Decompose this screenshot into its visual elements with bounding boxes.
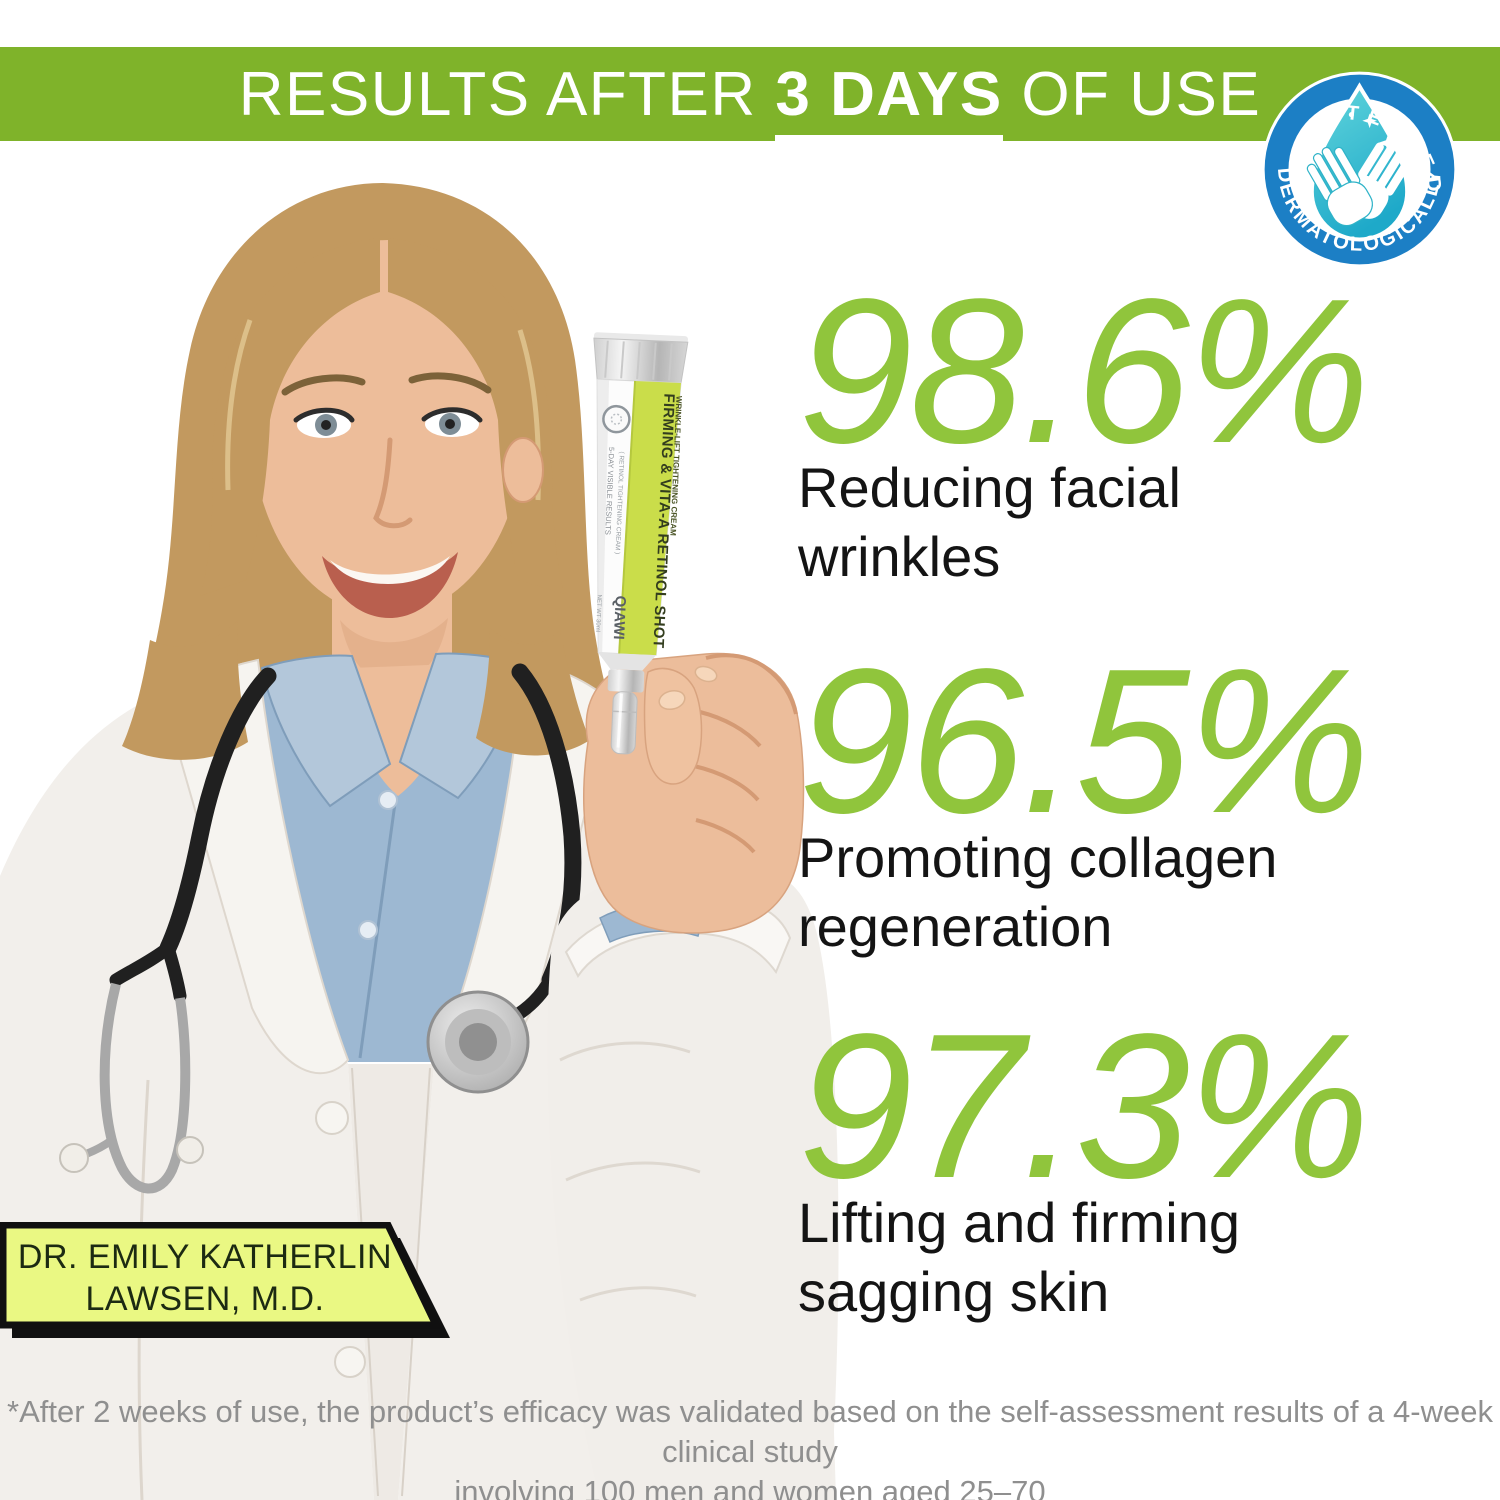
tube-stripe (619, 380, 682, 656)
ear-tip (59, 1143, 89, 1173)
tube-logo-icon (602, 404, 631, 434)
tube-small-text: 5-DAY VISIBLE RESULTS (603, 447, 616, 535)
eyebrow-left (281, 374, 366, 396)
coat-button (334, 1346, 366, 1378)
stat-label: Promoting collagen regeneration (798, 826, 1278, 958)
ear-tip (176, 1136, 204, 1164)
shirt-button (378, 790, 398, 810)
thumb-nail (658, 689, 686, 711)
doctor-name-plate: DR. EMILY KATHERLIN LAWSEN, M.D. (0, 1222, 450, 1338)
stat-value: 98.6% (798, 256, 1370, 486)
product-tube: FIRMING & VITA-A RETINOL SHOT WRINKLE-LI… (593, 332, 689, 755)
doctor-name-line1: DR. EMILY KATHERLIN (18, 1238, 392, 1276)
shirt (240, 652, 542, 1062)
sparkle-icon (1348, 112, 1401, 155)
teeth (330, 556, 450, 584)
hair-tip-left (122, 620, 248, 760)
title-highlight: 3 DAYS (775, 59, 1003, 141)
stat-lifting: 97.3% Lifting and firming sagging skin (798, 991, 1370, 1326)
stat-wrinkles: 98.6% Reducing facial wrinkles (798, 256, 1370, 591)
stat-value: 97.3% (798, 991, 1370, 1221)
dermatologically-tested-badge: DERMATOLOGICALLY TESTED (1261, 71, 1458, 268)
plate-face (0, 1222, 442, 1329)
coat-button (315, 1101, 349, 1135)
doctor-name-line2: LAWSEN, M.D. (86, 1280, 325, 1318)
stat-label: Reducing facial wrinkles (798, 456, 1181, 588)
mouth (322, 552, 458, 618)
shirt-button (358, 920, 378, 940)
tube-paren-text: ( RETINOL TIGHTENING CREAM ) (613, 451, 624, 554)
hair-front-right (388, 238, 564, 594)
nose (373, 437, 413, 529)
collar-left (260, 654, 392, 808)
disclaimer: *After 2 weeks of use, the product’s eff… (0, 1392, 1500, 1500)
finger-nail (694, 665, 718, 683)
eyebrow-right (408, 372, 492, 394)
tube-net-text: NET WT 30ml (594, 594, 602, 632)
tube-nozzle-tip (610, 691, 638, 755)
page-title: RESULTS AFTER 3 DAYS OF USE (238, 59, 1262, 141)
tube-nozzle-collar (607, 669, 645, 693)
thumb (643, 667, 703, 785)
disclaimer-line1: *After 2 weeks of use, the product’s eff… (7, 1394, 1493, 1469)
hands-washing-icon (1306, 142, 1413, 227)
stethoscope (59, 663, 582, 1194)
stat-label: Lifting and firming sagging skin (798, 1191, 1241, 1323)
header-banner: RESULTS AFTER 3 DAYS OF USE (0, 47, 1500, 141)
stat-value: 96.5% (798, 626, 1370, 856)
face-features (281, 372, 492, 618)
brand-name: QIAWI (610, 595, 629, 640)
disclaimer-line2: involving 100 men and women aged 25–70 (454, 1474, 1046, 1500)
title-suffix: OF USE (1002, 59, 1262, 129)
ear (502, 437, 544, 503)
title-prefix: RESULTS AFTER (238, 59, 776, 129)
stat-collagen: 96.5% Promoting collagen regeneration (798, 626, 1370, 961)
hand-fist (583, 652, 805, 934)
